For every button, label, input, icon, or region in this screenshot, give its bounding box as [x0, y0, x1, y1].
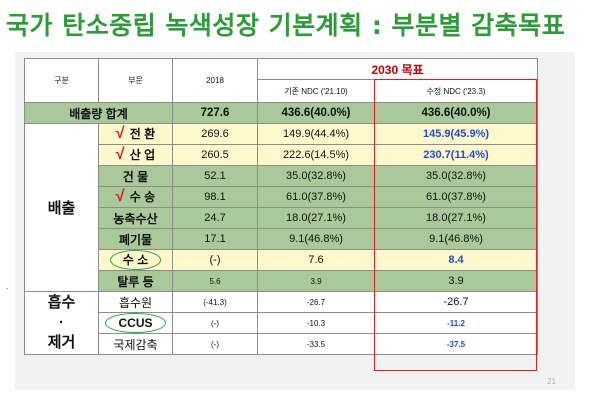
value-ndc-old: 3.9 — [257, 270, 375, 292]
table-row: 건 물 52.1 35.0(32.8%) 35.0(32.8%) — [24, 165, 538, 187]
value-2018: 17.1 — [172, 228, 258, 250]
sector-cell: √ 전 환 — [98, 123, 173, 145]
ccus-highlight-oval: CCUS — [105, 313, 166, 333]
total-row: 배출량 합계 727.6 436.6(40.0%) 436.6(40.0%) — [24, 102, 538, 124]
check-icon: √ — [115, 188, 125, 205]
sector-cell: 농축수산 — [98, 207, 173, 229]
page-number: 21 — [547, 377, 556, 386]
check-icon: √ — [115, 125, 125, 142]
header-ndc-old: 기존 NDC ('21.10) — [257, 79, 375, 103]
value-ndc-new: 8.4 — [374, 249, 538, 271]
value-ndc-new: -11.2 — [374, 312, 538, 334]
table-row: 폐기물 17.1 9.1(46.8%) 9.1(46.8%) — [24, 228, 538, 250]
value-ndc-old: -10.3 — [257, 312, 375, 334]
header-division: 구분 — [24, 58, 99, 103]
check-icon: √ — [115, 146, 125, 163]
group-absorb: 흡수 · 제거 — [24, 291, 99, 355]
group-emission: 배출 — [24, 123, 99, 292]
table-row: 농축수산 24.7 18.0(27.1%) 18.0(27.1%) — [24, 207, 538, 229]
value-2018: 260.5 — [172, 144, 258, 166]
value-ndc-new: 18.0(27.1%) — [374, 207, 538, 229]
sector-cell: 건 물 — [98, 165, 173, 187]
value-ndc-new: -37.5 — [374, 333, 538, 355]
table-row: √ 산 업 260.5 222.6(14.5%) 230.7(11.4%) — [24, 144, 538, 166]
value-ndc-new: -26.7 — [374, 291, 538, 313]
value-2018: 5.6 — [172, 270, 258, 292]
total-ndc-old: 436.6(40.0%) — [257, 102, 375, 124]
value-ndc-old: 9.1(46.8%) — [257, 228, 375, 250]
value-2018: 98.1 — [172, 186, 258, 208]
value-2018: 52.1 — [172, 165, 258, 187]
value-ndc-new: 61.0(37.8%) — [374, 186, 538, 208]
table-row: 수 소 (-) 7.6 8.4 — [24, 249, 538, 271]
sector-cell: 탈루 등 — [98, 270, 173, 292]
value-ndc-old: 7.6 — [257, 249, 375, 271]
reduction-target-table: 구분 부문 2018 2030 목표 기존 NDC ('21.10) 수정 ND… — [24, 58, 538, 355]
value-ndc-old: -26.7 — [257, 291, 375, 313]
sector-cell: √ 수 송 — [98, 186, 173, 208]
slide-title: 국가 탄소중립 녹색성장 기본계획 : 부분별 감축목표 — [6, 11, 566, 40]
hydrogen-highlight-oval: 수 소 — [109, 250, 162, 270]
value-2018: 24.7 — [172, 207, 258, 229]
total-label: 배출량 합계 — [24, 102, 173, 124]
header-2030-target: 2030 목표 — [257, 58, 538, 80]
sector-cell: 흡수원 — [98, 291, 173, 313]
total-2018: 727.6 — [172, 102, 258, 124]
table-row: 흡수 · 제거 흡수원 (-41.3) -26.7 -26.7 — [24, 291, 538, 355]
value-2018: (-) — [172, 249, 258, 271]
total-ndc-new: 436.6(40.0%) — [374, 102, 538, 124]
value-2018: 269.6 — [172, 123, 258, 145]
value-ndc-old: 35.0(32.8%) — [257, 165, 375, 187]
value-ndc-new: 145.9(45.9%) — [374, 123, 538, 145]
table-row: 국제감축 (-) -33.5 -37.5 — [24, 333, 538, 355]
header-sector: 부문 — [98, 58, 173, 103]
header-2018: 2018 — [172, 58, 258, 103]
value-ndc-old: 18.0(27.1%) — [257, 207, 375, 229]
value-2018: (-) — [172, 333, 258, 355]
table-row: CCUS (-) -10.3 -11.2 — [24, 312, 538, 334]
value-ndc-new: 35.0(32.8%) — [374, 165, 538, 187]
value-ndc-new: 3.9 — [374, 270, 538, 292]
table-row: 탈루 등 5.6 3.9 3.9 — [24, 270, 538, 292]
sector-cell: 수 소 — [98, 249, 173, 271]
value-2018: (-) — [172, 312, 258, 334]
value-ndc-old: -33.5 — [257, 333, 375, 355]
value-ndc-old: 222.6(14.5%) — [257, 144, 375, 166]
value-ndc-new: 9.1(46.8%) — [374, 228, 538, 250]
sector-cell: CCUS — [98, 312, 173, 334]
sector-cell: 폐기물 — [98, 228, 173, 250]
sector-cell: 국제감축 — [98, 333, 173, 355]
table-row: √ 수 송 98.1 61.0(37.8%) 61.0(37.8%) — [24, 186, 538, 208]
sector-cell: √ 산 업 — [98, 144, 173, 166]
value-ndc-old: 149.9(44.4%) — [257, 123, 375, 145]
value-2018: (-41.3) — [172, 291, 258, 313]
header-ndc-new: 수정 NDC ('23.3) — [374, 79, 538, 103]
table-row: 배출 √ 전 환 269.6 149.9(44.4%) 145.9(45.9%) — [24, 123, 538, 292]
value-ndc-new: 230.7(11.4%) — [374, 144, 538, 166]
side-mark: . — [6, 282, 9, 291]
value-ndc-old: 61.0(37.8%) — [257, 186, 375, 208]
